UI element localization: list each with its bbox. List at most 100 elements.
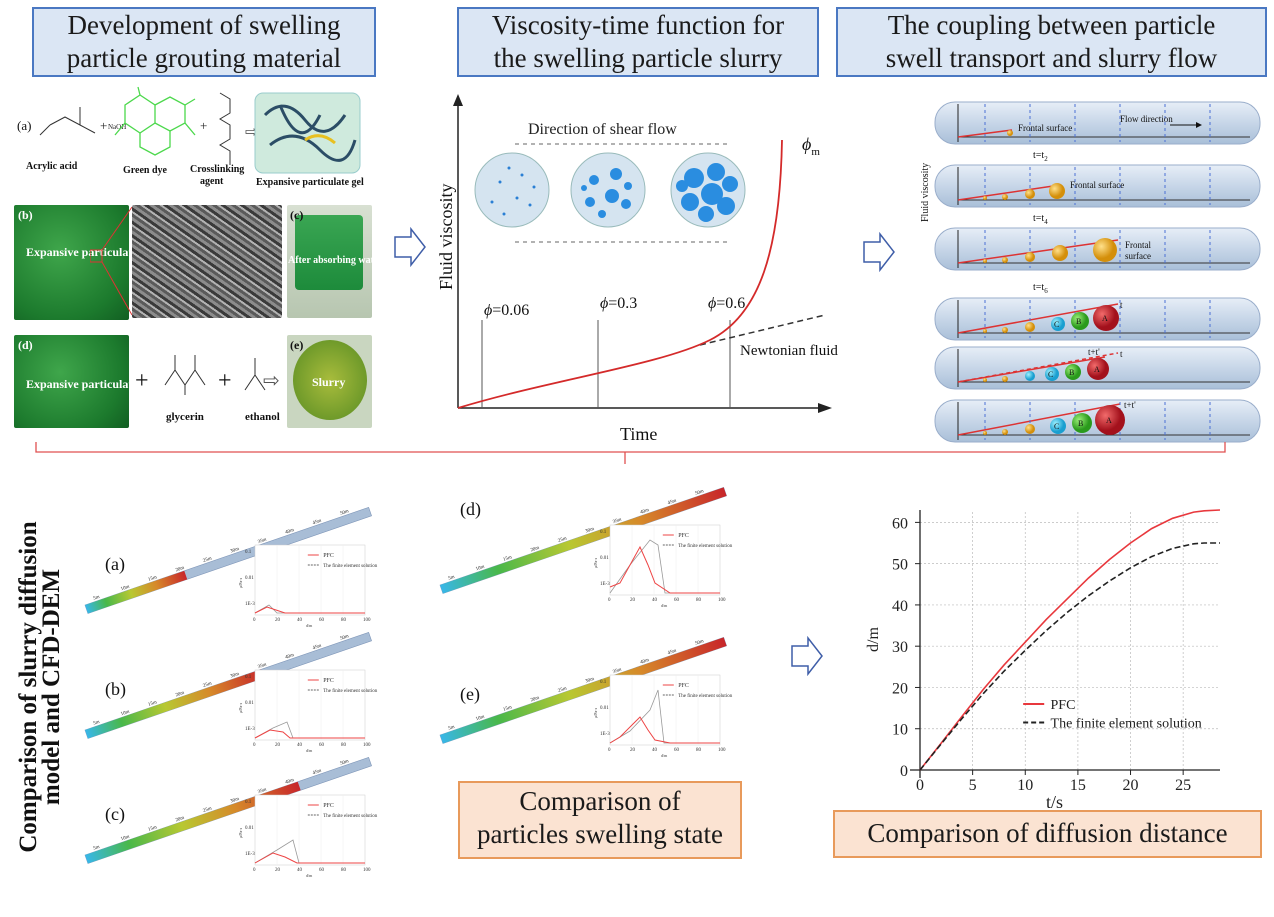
mini-chart-frame <box>254 544 366 616</box>
phi-label-3: ϕ=0.6 <box>708 295 745 312</box>
material-title-box: Development of swelling particle groutin… <box>32 7 376 77</box>
sim-panel-label: (c) <box>105 804 125 825</box>
svg-text:t: t <box>1120 300 1123 310</box>
viscosity-title-line2: the swelling particle slurry <box>493 43 783 73</box>
x-tick-label: 25 <box>1175 777 1191 794</box>
mini-y-tick: 0.01 <box>245 826 254 831</box>
svg-text:Flow direction: Flow direction <box>1120 114 1173 124</box>
material-title-line1: Development of swelling <box>67 10 341 40</box>
swelling-caption-line1: Comparison of <box>519 786 681 816</box>
pipe-distance-tick: 35m <box>257 787 267 795</box>
mini-x-tick: 100 <box>363 618 371 623</box>
mini-x-tick: 0 <box>253 743 256 748</box>
x-tick-label: 15 <box>1070 777 1086 794</box>
pipe-distance-tick: 45m <box>667 649 677 657</box>
pipe-distance-tick: 50m <box>340 509 350 517</box>
mini-y-tick: 0.1 <box>245 800 252 805</box>
y-tick-label: 50 <box>892 557 908 574</box>
photo-b-text: Expansive particulate <box>26 245 138 259</box>
glycerin-label: glycerin <box>166 411 204 423</box>
mini-x-tick: 60 <box>674 748 680 753</box>
legend-pfc-text: PFC <box>323 803 334 809</box>
mini-x-tick: 20 <box>630 748 636 753</box>
mini-x-tick: 40 <box>297 743 303 748</box>
mini-chart-frame <box>609 674 721 746</box>
photo-expansive-particulate-d <box>14 335 129 428</box>
pipe-distance-tick: 15m <box>503 555 513 563</box>
pipe-distance-tick: 5m <box>448 725 456 732</box>
legend-pfc-text: PFC <box>678 683 689 689</box>
pipe-distance-tick: 50m <box>695 489 705 497</box>
svg-text:t: t <box>1120 349 1123 359</box>
pipe-distance-tick: 35m <box>257 662 267 670</box>
coupling-title-box: The coupling between particle swell tran… <box>836 7 1267 77</box>
time-t4: t=t4 <box>1033 213 1048 226</box>
acrylic-acid-label: Acrylic acid <box>26 161 78 172</box>
pipe-distance-tick: 45m <box>312 769 322 777</box>
tube-t-plus: C B A t+t' t <box>934 346 1261 390</box>
legend-pfc-text: PFC <box>678 533 689 539</box>
zoom-lines <box>90 206 133 316</box>
acrylic-acid-structure <box>39 107 96 136</box>
chemistry-diagram: + NaOH + ⇨ <box>39 86 361 174</box>
pipe-distance-tick: 35m <box>257 537 267 545</box>
tube-t4: Frontal surface <box>934 164 1261 208</box>
slurry-dish <box>293 340 367 420</box>
left-vertical-title-line2: model and CFD-DEM <box>38 568 65 806</box>
mini-pfc-curve <box>609 545 720 594</box>
pipe-distance-tick: 50m <box>695 639 705 647</box>
mini-y-label: μ/Pa·s <box>593 707 598 718</box>
svg-text:C: C <box>1054 422 1059 431</box>
sim-mini-chart: 0.1 0.01 1E-3 0 20 40 60 80 100 d/m μ/Pa·s PFC The f… <box>593 524 733 608</box>
coupling-title-line2: swell transport and slurry flow <box>885 43 1218 73</box>
crosslinking-label-1: Crosslinking <box>190 164 245 175</box>
newtonian-label: Newtonian fluid <box>740 343 838 359</box>
mini-x-tick: 0 <box>253 868 256 873</box>
pipe-distance-tick: 50m <box>340 634 350 642</box>
mini-x-tick: 80 <box>341 618 347 623</box>
legend-fe-text: The finite element solution <box>323 689 378 694</box>
mini-y-label: μ/Pa·s <box>238 702 243 713</box>
pipe-distance-tick: 30m <box>230 547 240 555</box>
legend-fe-text: The finite element solution <box>323 564 378 569</box>
y-axis-label: d/m <box>865 627 882 652</box>
coupling-diagram: Frontal surface Flow direction t=t2 Fron… <box>934 101 1261 443</box>
phi-label-1: ϕ=0.06 <box>484 302 529 319</box>
photo-e-label: (e) <box>290 338 304 352</box>
mini-y-tick: 0.01 <box>245 576 254 581</box>
coupling-title-line1: The coupling between particle <box>887 10 1216 40</box>
ethanol-structure <box>244 358 266 391</box>
viscosity-x-label: Time <box>620 424 657 440</box>
viscosity-title-box: Viscosity-time function for the swelling… <box>457 7 819 77</box>
pipe-slurry-fill <box>85 570 188 614</box>
sim-mini-chart: 0.1 0.01 1E-3 0 20 40 60 80 100 d/m μ/Pa·s PFC The f… <box>593 674 733 758</box>
swelling-caption-line2: particles swelling state <box>477 819 723 849</box>
mini-y-tick: 1E-3 <box>245 852 255 857</box>
pipe-distance-tick: 35m <box>612 667 622 675</box>
mini-y-tick: 0.01 <box>600 556 609 561</box>
pipe-distance-tick: 40m <box>285 528 295 536</box>
pipe-distance-tick: 20m <box>175 816 185 824</box>
left-vertical-title: Comparison of slurry diffusion model and… <box>15 457 65 917</box>
photo-d-text: Expansive particulate <box>26 377 138 391</box>
mini-pfc-curve <box>254 729 365 739</box>
pipe-distance-tick: 40m <box>285 778 295 786</box>
suspension-dense <box>670 152 746 228</box>
mini-y-tick: 1E-3 <box>600 582 610 587</box>
mini-x-tick: 0 <box>253 618 256 623</box>
mini-x-tick: 40 <box>297 618 303 623</box>
mini-x-tick: 100 <box>363 868 371 873</box>
tube-t2: Frontal surface Flow direction <box>934 101 1261 145</box>
y-tick-label: 40 <box>892 598 908 615</box>
gel-label: Expansive particulate gel <box>256 177 364 188</box>
pipe-distance-tick: 25m <box>558 536 568 544</box>
svg-text:t+t': t+t' <box>1088 347 1100 357</box>
material-label-a: (a) <box>17 118 32 133</box>
x-tick-label: 5 <box>969 777 977 794</box>
pipe-distance-tick: 20m <box>530 546 540 554</box>
pipe-distance-tick: 40m <box>640 508 650 516</box>
pipe-distance-tick: 15m <box>148 825 158 833</box>
sim-panel: 5m 10m 15m 20m 25m 30m 35m 40m 45m 50m (d) 0.1 0.01 1… <box>439 486 733 608</box>
green-dye-structure <box>114 86 196 156</box>
viscosity-time-diagram: Fluid viscosity Time Direction of shear … <box>436 94 838 440</box>
